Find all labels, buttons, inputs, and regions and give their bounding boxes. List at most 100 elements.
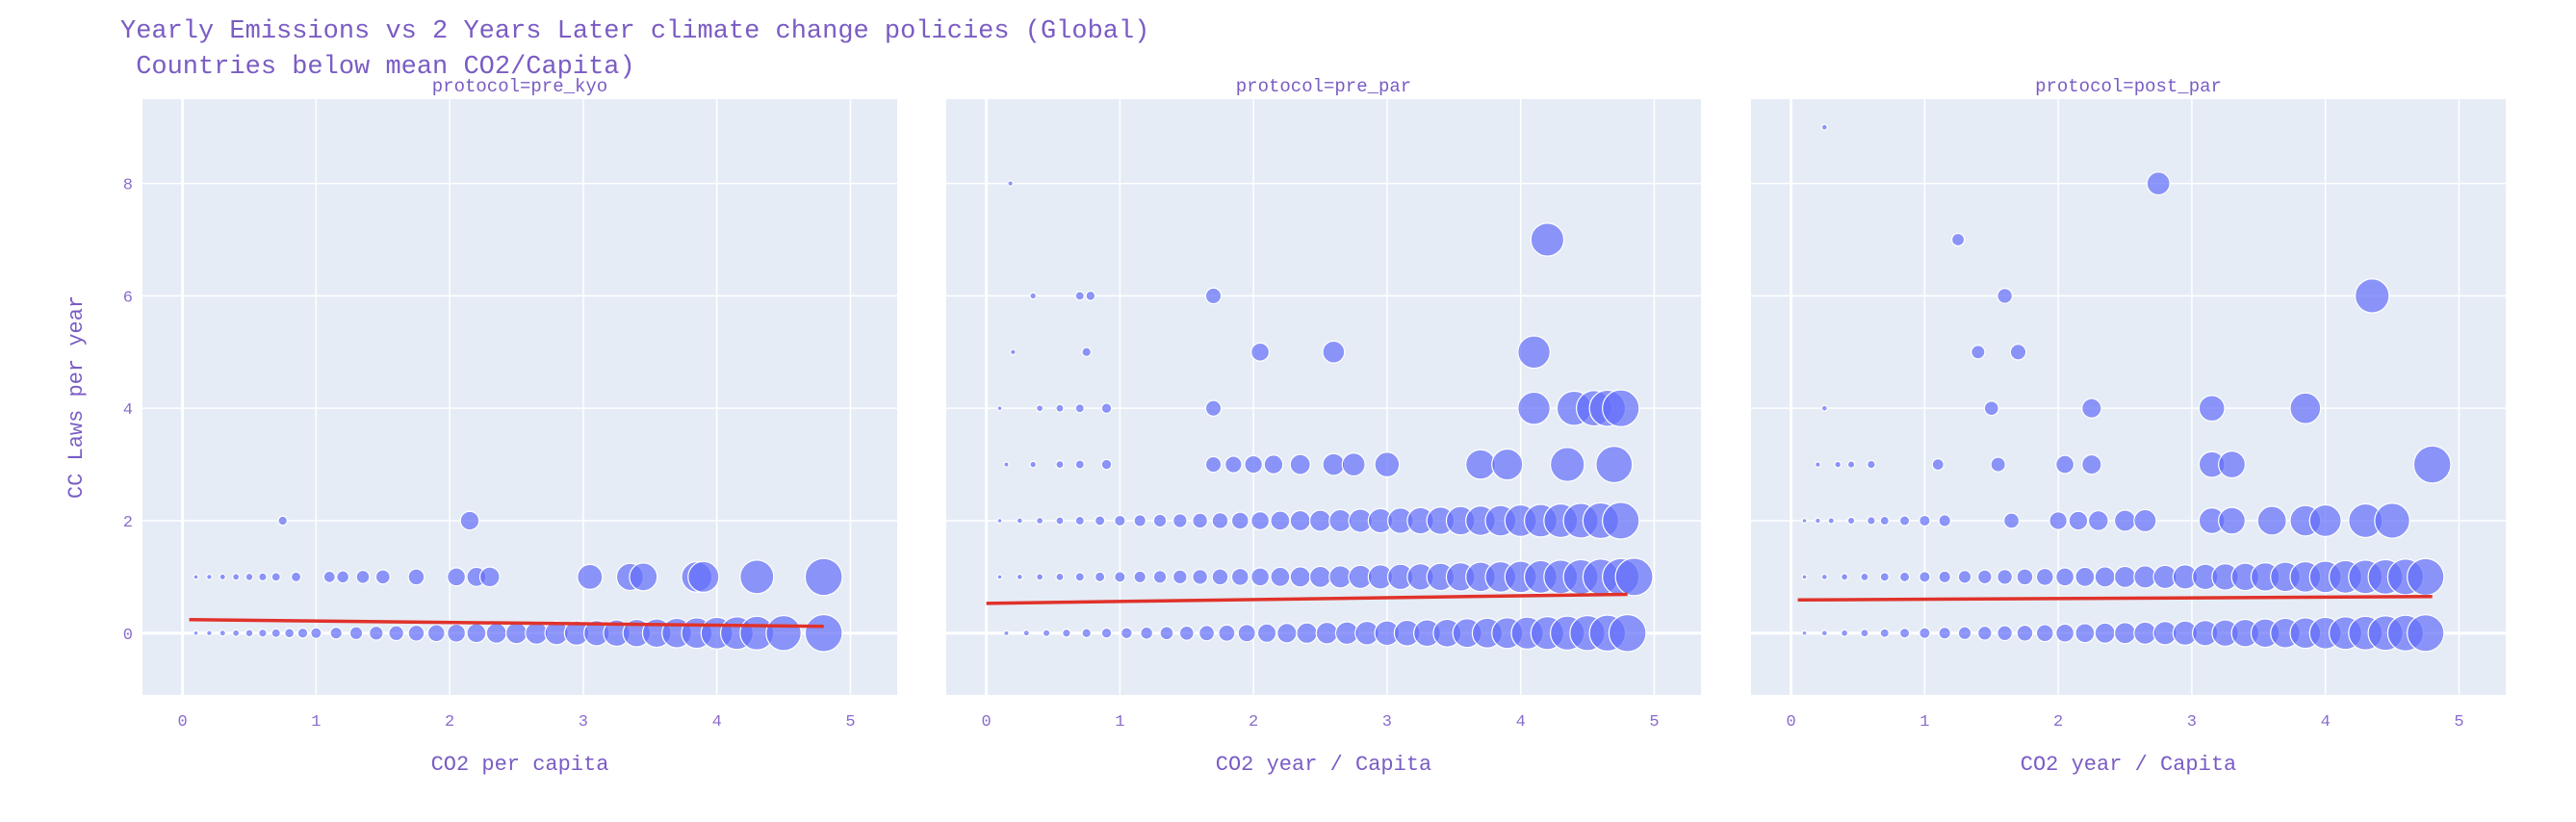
data-point: [1879, 515, 1890, 527]
data-point: [1867, 459, 1876, 470]
data-point: [2048, 511, 2068, 530]
data-point: [1120, 627, 1133, 640]
x-tick-label: 3: [579, 713, 588, 732]
data-point: [1315, 621, 1339, 645]
data-point: [739, 559, 775, 595]
data-point: [447, 623, 467, 643]
data-point: [2055, 454, 2075, 475]
panel-title: protocol=post_par: [2035, 76, 2222, 97]
data-point: [1308, 509, 1332, 532]
data-point: [1100, 627, 1113, 639]
data-point: [206, 629, 213, 637]
x-tick-label: 0: [1787, 713, 1796, 732]
data-point: [1133, 514, 1146, 527]
data-point: [1879, 628, 1890, 638]
data-point: [1250, 510, 1271, 530]
data-point: [2407, 557, 2445, 597]
data-point: [2068, 510, 2089, 531]
data-point: [1172, 513, 1188, 528]
data-point: [2113, 565, 2137, 588]
data-point: [478, 566, 501, 588]
data-point: [996, 574, 1003, 580]
data-point: [2133, 565, 2157, 589]
data-point: [2016, 624, 2034, 642]
data-point: [1055, 572, 1065, 581]
data-point: [1602, 501, 1640, 540]
data-point: [1938, 514, 1951, 527]
y-axis-title: CC Laws per year: [64, 295, 89, 499]
chart-subtitle: Countries below mean CO2/Capita): [120, 53, 635, 82]
data-point: [1055, 459, 1065, 470]
panel-title: protocol=pre_kyo: [432, 76, 607, 97]
x-tick-label: 5: [1649, 713, 1659, 732]
data-point: [2374, 502, 2410, 539]
data-point: [1172, 569, 1188, 585]
data-point: [1815, 461, 1821, 468]
data-point: [1270, 566, 1291, 587]
plot-area: [142, 99, 897, 695]
data-point: [1931, 458, 1945, 472]
data-point: [1100, 458, 1113, 471]
data-point: [1898, 515, 1911, 527]
data-point: [1074, 515, 1085, 527]
data-point: [2133, 621, 2157, 645]
data-point: [1003, 461, 1010, 468]
data-point: [1827, 517, 1835, 525]
data-point: [2113, 509, 2137, 532]
data-point: [1270, 510, 1291, 531]
y-tick-label: 6: [123, 289, 133, 307]
data-point: [1074, 291, 1085, 301]
data-point: [219, 629, 226, 637]
data-point: [2087, 510, 2109, 531]
data-point: [336, 570, 350, 584]
data-point: [1218, 624, 1236, 642]
y-tick-label: 8: [123, 177, 133, 195]
data-point: [1608, 613, 1647, 653]
data-point: [329, 627, 343, 640]
data-point: [1374, 451, 1401, 477]
data-point: [1036, 404, 1044, 413]
data-point: [1036, 516, 1044, 526]
data-point: [1328, 565, 1352, 589]
data-point: [2009, 344, 2027, 361]
x-tick-label: 2: [445, 713, 454, 732]
data-point: [2003, 512, 2021, 529]
data-point: [1841, 629, 1849, 637]
data-point: [1289, 509, 1311, 532]
data-point: [1010, 348, 1017, 356]
data-point: [2218, 450, 2247, 479]
data-point: [1263, 454, 1284, 475]
x-tick-label: 0: [982, 713, 992, 732]
data-point: [1062, 629, 1071, 638]
data-point: [193, 574, 199, 580]
data-point: [1841, 573, 1849, 581]
data-point: [504, 622, 528, 645]
data-point: [1289, 453, 1311, 475]
data-point: [804, 613, 843, 653]
data-point: [1938, 627, 1951, 640]
data-point: [1801, 629, 1808, 636]
data-point: [1022, 629, 1030, 637]
data-point: [1133, 570, 1146, 584]
data-point: [996, 405, 1003, 412]
data-point: [1860, 629, 1869, 638]
data-point: [1846, 516, 1856, 526]
data-point: [219, 573, 226, 581]
data-point: [1517, 391, 1551, 425]
x-axis-title: CO2 year / Capita: [1216, 753, 1431, 777]
panel-1: 0 1 2 3 4 5 0 2 4 6 8 protocol=pre_kyo CO2 per capit…: [64, 76, 897, 777]
data-point: [1296, 622, 1318, 645]
data-point: [2055, 623, 2075, 643]
data-point: [1996, 288, 2014, 304]
data-point: [2035, 624, 2054, 643]
data-point: [1957, 570, 1972, 584]
data-point: [1276, 623, 1298, 644]
data-point: [2035, 567, 2054, 586]
data-point: [1938, 570, 1951, 584]
data-point: [1224, 455, 1243, 474]
x-axis-title: CO2 per capita: [431, 753, 609, 777]
data-point: [765, 614, 802, 652]
data-point: [1074, 572, 1085, 582]
data-point: [388, 625, 405, 642]
data-point: [284, 628, 296, 639]
